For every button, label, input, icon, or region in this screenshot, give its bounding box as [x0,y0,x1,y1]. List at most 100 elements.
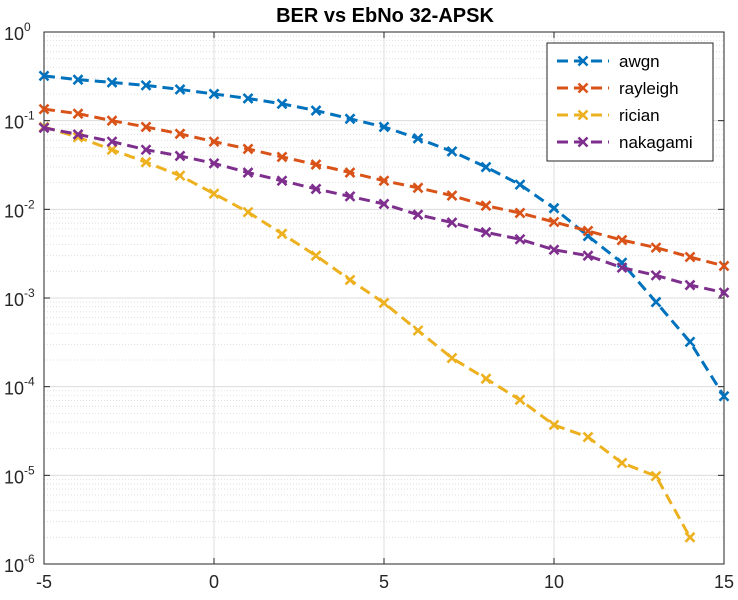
series-line [43,125,692,539]
data-point [650,296,662,308]
data-point [446,145,458,157]
chart-title: BER vs EbNo 32-APSK [276,5,494,27]
data-point [616,262,628,274]
data-point [242,93,254,104]
data-point [650,269,662,281]
data-point [616,457,628,469]
data-point [378,121,390,133]
legend-marker [577,136,589,148]
data-point [140,156,152,168]
data-point [140,121,152,133]
data-point [72,74,84,86]
data-point [106,115,118,127]
data-point [310,105,322,116]
y-tick-label: 10-4 [4,375,35,399]
legend-marker [577,55,589,67]
x-tick-label: 5 [379,572,389,592]
data-point [548,216,560,228]
data-point [514,233,526,245]
data-point [582,431,594,443]
legend: awgn rayleigh rician nakagami [546,42,714,162]
x-tick-label: 0 [209,572,219,592]
data-point [446,190,458,201]
data-point [106,144,118,156]
data-point [174,170,186,182]
data-point [72,128,84,140]
data-point [412,133,424,144]
legend-label: rician [619,106,660,125]
legend-label: nakagami [619,133,693,152]
data-point [446,352,458,364]
data-point [276,175,288,187]
data-point [174,150,186,162]
data-point [174,128,186,140]
legend-marker [577,109,589,121]
data-point [548,244,560,256]
legend-item-rician: rician [557,106,660,125]
data-point [684,531,696,543]
data-point [718,287,730,299]
data-point [548,202,560,214]
data-point [718,260,730,272]
data-point [242,143,254,155]
data-point [582,225,594,237]
data-point [38,70,50,82]
y-tick-label: 10-1 [4,109,35,133]
data-point [242,167,254,178]
series-awgn [38,70,730,402]
data-point [310,159,322,170]
data-point [378,297,390,309]
data-point [276,228,288,240]
data-point [514,394,526,406]
data-point [514,179,526,191]
series-rician [38,121,696,543]
data-point [446,217,458,228]
data-point [208,136,220,148]
data-point [412,209,424,221]
series-rayleigh [38,103,730,272]
data-point [72,108,84,120]
data-point [718,390,730,402]
data-point [684,251,696,263]
data-point [480,200,492,212]
data-point [650,470,662,482]
y-tick-label: 10-3 [4,286,35,310]
y-tick-label: 10-5 [4,463,35,487]
data-point [310,250,322,262]
data-point [684,279,696,291]
legend-marker [577,82,589,94]
data-point [480,161,492,173]
data-point [208,88,220,100]
x-tick-label: 10 [544,572,564,592]
data-point [548,419,560,431]
data-point [480,226,492,238]
data-point [310,183,322,195]
data-point [208,188,220,200]
data-point [344,113,356,125]
data-point [140,144,152,156]
data-point [412,182,424,194]
y-tick-label: 100 [4,20,31,44]
data-point [38,103,50,115]
legend-label: awgn [619,52,660,71]
x-tick-label: 15 [714,572,734,592]
data-point [378,175,390,187]
legend-item-nakagami: nakagami [557,133,693,152]
data-point [514,207,526,219]
data-point [276,98,288,110]
series-layer [38,70,730,543]
axes-layer: -5 0 5 10 15 10-6 10-5 10-4 10-3 10-2 10-1 100 [4,20,734,592]
data-point [140,79,152,91]
data-point [344,274,356,286]
data-point [378,198,390,210]
data-point [684,336,696,348]
data-point [582,250,594,262]
data-point [242,206,254,218]
legend-item-rayleigh: rayleigh [557,79,679,98]
data-point [650,242,662,254]
data-point [344,190,356,202]
data-point [208,157,220,169]
series-nakagami [38,122,730,299]
